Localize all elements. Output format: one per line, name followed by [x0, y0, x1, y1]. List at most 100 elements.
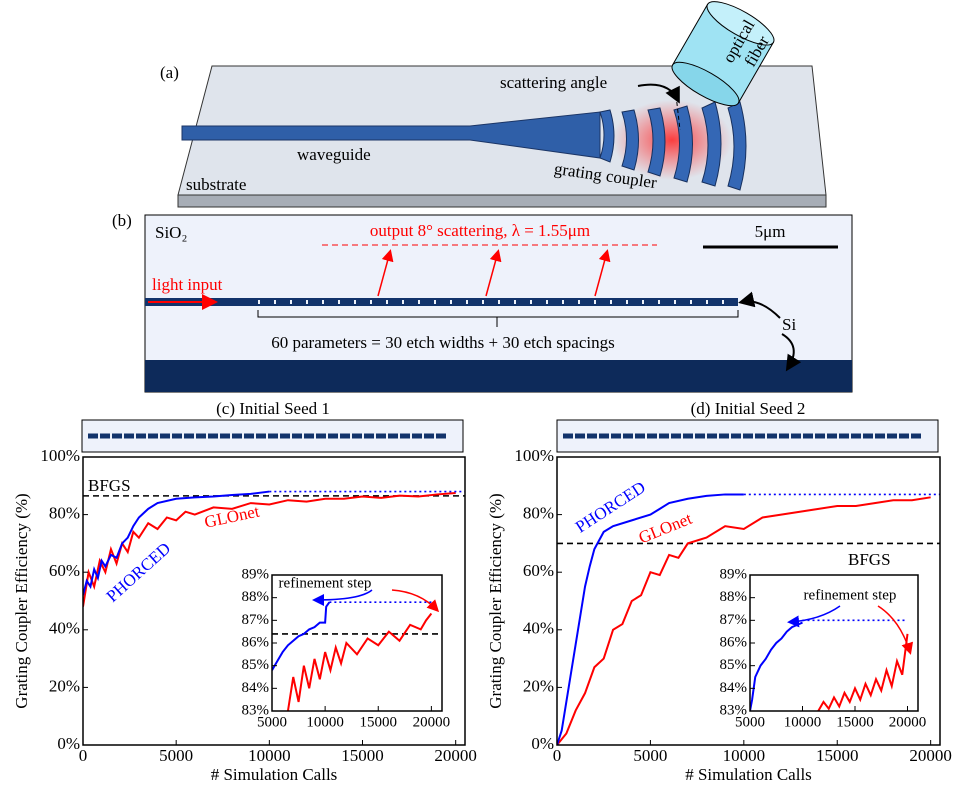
- panel-label: (b): [112, 211, 132, 230]
- label: light input: [152, 275, 223, 294]
- annotation-arrow: [391, 589, 440, 613]
- y-tick-label: 87%: [242, 612, 270, 628]
- annotation: refinement step: [804, 587, 897, 603]
- chart: 83% 84% 85% 86% 87% 88% 89% 5000 10000 15000 20000…: [242, 566, 451, 730]
- y-tick-label: 85%: [720, 657, 748, 673]
- x-tick-label: 10000: [723, 746, 766, 765]
- axes-frame: [82, 456, 466, 746]
- x-tick-label: 15000: [360, 714, 398, 730]
- y-tick-label: 86%: [242, 634, 270, 650]
- x-tick-label: 10000: [248, 746, 291, 765]
- arrow: [485, 249, 502, 297]
- y-tick-label: 60%: [49, 561, 80, 580]
- label: SiO₂: [155, 223, 187, 242]
- series-line: [272, 601, 331, 671]
- x-axis-label: # Simulation Calls: [211, 765, 338, 784]
- y-axis-label: Grating Coupler Efficiency (%): [486, 493, 505, 708]
- series-line: [557, 496, 931, 745]
- y-tick-label: 0%: [531, 734, 554, 753]
- lines: [557, 493, 940, 745]
- x-tick-label: 10000: [784, 714, 822, 730]
- y-axis-label: Grating Coupler Efficiency (%): [12, 493, 31, 708]
- x-tick-label: 20000: [909, 746, 952, 765]
- y-tick-label: 87%: [720, 612, 748, 628]
- y-tick-label: 84%: [720, 680, 748, 696]
- x-tick-label: 15000: [816, 746, 859, 765]
- lines: [272, 601, 442, 711]
- panel-b: (b) SiO₂ output 8° scattering, λ = 1.55μ…: [112, 211, 853, 393]
- x-tick-label: 5000: [257, 714, 287, 730]
- arrow: [594, 249, 611, 297]
- y-tick-label: 83%: [720, 702, 748, 718]
- label: waveguide: [297, 145, 371, 164]
- y-tick-label: 89%: [242, 566, 270, 582]
- y-tick-label: 84%: [242, 680, 270, 696]
- normal-line: [675, 94, 681, 131]
- x-tick-label: 15000: [836, 714, 874, 730]
- si-arrow: [781, 333, 802, 372]
- series-line: [557, 493, 744, 745]
- series-label: BFGS: [88, 476, 131, 495]
- x-tick-label: 5000: [633, 746, 667, 765]
- label: scattering angle: [500, 73, 607, 92]
- annotation-arrow: [877, 605, 914, 655]
- label: Si: [782, 315, 796, 334]
- x-axis-label: # Simulation Calls: [685, 765, 812, 784]
- x-tick-label: 15000: [341, 746, 384, 765]
- label: 5μm: [755, 222, 786, 241]
- y-tick-label: 60%: [523, 561, 554, 580]
- panel-label: (a): [160, 63, 179, 82]
- y-tick-label: 83%: [242, 702, 270, 718]
- series-line: [83, 490, 270, 596]
- y-tick-label: 100%: [40, 446, 80, 465]
- plot-area: [750, 575, 918, 711]
- label: substrate: [186, 175, 246, 194]
- y-tick-label: 20%: [523, 676, 554, 695]
- bracket: [257, 310, 739, 327]
- y-tick-label: 100%: [514, 446, 554, 465]
- y-tick-label: 40%: [523, 619, 554, 638]
- x-tick-label: 5000: [159, 746, 193, 765]
- series-line: [817, 633, 909, 711]
- label: output 8° scattering, λ = 1.55μm: [370, 221, 590, 240]
- substrate-edge: [177, 194, 827, 208]
- chart-title: (c) Initial Seed 1: [216, 399, 330, 418]
- x-tick-label: 20000: [889, 714, 927, 730]
- x-tick-label: 20000: [434, 746, 477, 765]
- series-line: [83, 492, 456, 607]
- grating-bars: [599, 101, 747, 191]
- series-label: BFGS: [848, 550, 891, 569]
- y-tick-label: 85%: [242, 657, 270, 673]
- x-tick-label: 10000: [306, 714, 344, 730]
- y-tick-label: 0%: [57, 734, 80, 753]
- glow: [612, 100, 732, 180]
- y-tick-label: 80%: [523, 504, 554, 523]
- fiber: [671, 1, 775, 107]
- y-tick-label: 40%: [49, 619, 80, 638]
- chart-title: (d) Initial Seed 2: [691, 399, 806, 418]
- series-line: [286, 612, 433, 711]
- x-tick-label: 0: [553, 746, 562, 765]
- panel-a: (a) scattering angle optical fiber waveg…: [160, 1, 827, 208]
- label: 60 parameters = 30 etch widths + 30 etch…: [271, 333, 615, 352]
- y-tick-label: 80%: [49, 504, 80, 523]
- y-tick-label: 89%: [720, 566, 748, 582]
- annotation-arrow: [312, 589, 373, 606]
- y-tick-label: 88%: [242, 589, 270, 605]
- x-tick-label: 0: [79, 746, 88, 765]
- silicon-slab: [145, 360, 852, 392]
- si-arrow: [738, 291, 781, 319]
- y-tick-label: 20%: [49, 676, 80, 695]
- axes-frame: [556, 456, 941, 746]
- y-tick-label: 88%: [720, 589, 748, 605]
- x-tick-label: 20000: [413, 714, 451, 730]
- arrow: [377, 249, 394, 297]
- annotation-arrow: [787, 605, 841, 628]
- lines: [83, 490, 465, 607]
- chart: 83% 84% 85% 86% 87% 88% 89% 5000 10000 15000 20000…: [720, 566, 927, 730]
- y-tick-label: 86%: [720, 634, 748, 650]
- annotation: refinement step: [279, 575, 372, 591]
- x-tick-label: 5000: [735, 714, 765, 730]
- angle-arrow: [637, 83, 680, 104]
